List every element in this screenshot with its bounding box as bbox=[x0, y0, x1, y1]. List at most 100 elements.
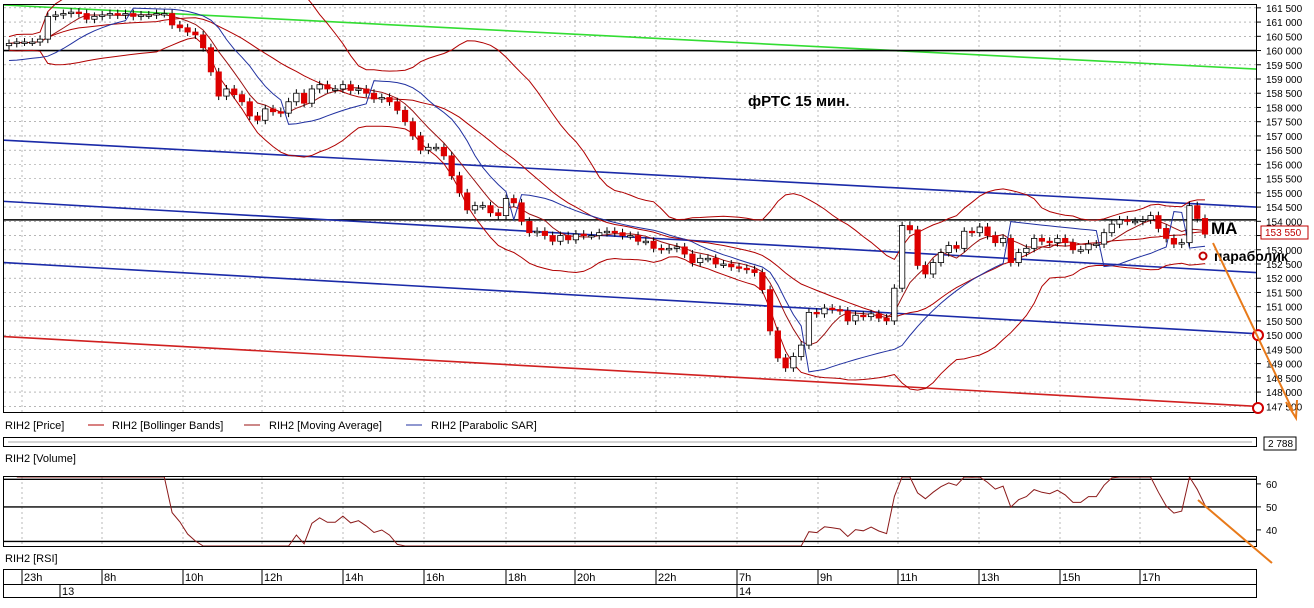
price-tick-label: 157 500 bbox=[1266, 118, 1303, 129]
candle-down bbox=[347, 84, 354, 91]
candle-down bbox=[1038, 237, 1046, 242]
candle-down bbox=[906, 225, 913, 231]
candle-up bbox=[1054, 237, 1061, 244]
price-tick-label: 158 500 bbox=[1266, 89, 1303, 100]
candle-up bbox=[1116, 219, 1123, 225]
candle-up bbox=[603, 230, 611, 234]
candle-down bbox=[836, 309, 844, 312]
candle-down bbox=[176, 24, 183, 29]
candle-down bbox=[681, 246, 688, 255]
candle-up bbox=[805, 311, 813, 346]
candle-up bbox=[976, 226, 983, 234]
rsi-levels bbox=[4, 478, 1256, 543]
price-tick-label: 151 000 bbox=[1266, 303, 1303, 314]
candle-down bbox=[448, 155, 455, 177]
candle-down bbox=[1062, 237, 1069, 244]
candle-down bbox=[409, 121, 416, 137]
candle-down bbox=[565, 235, 572, 241]
candle-down bbox=[968, 230, 976, 234]
candle-down bbox=[184, 27, 191, 33]
time-tick-label: 18h bbox=[508, 572, 526, 584]
date-tick-label: 13 bbox=[62, 586, 74, 598]
candle-down bbox=[215, 71, 222, 97]
candle-down bbox=[386, 97, 393, 103]
candle-down bbox=[363, 88, 370, 94]
candle-down bbox=[130, 13, 137, 17]
candle-up bbox=[930, 262, 937, 275]
candle-up bbox=[339, 84, 347, 90]
candle-down bbox=[619, 232, 626, 236]
rsi-axis: 60 50 40 bbox=[1256, 480, 1278, 537]
candle-up bbox=[5, 43, 13, 47]
candle-up bbox=[1031, 237, 1038, 249]
candle-up bbox=[425, 146, 432, 151]
candle-up bbox=[332, 88, 339, 91]
candle-down bbox=[914, 229, 921, 266]
last-price-label: 153 550 bbox=[1265, 228, 1302, 239]
candle-down bbox=[689, 253, 696, 263]
candle-down bbox=[464, 192, 471, 211]
time-tick-label: 17h bbox=[1142, 572, 1160, 584]
time-tick-label: 9h bbox=[820, 572, 832, 584]
candle-up bbox=[479, 205, 486, 208]
candle-up bbox=[999, 237, 1007, 244]
candle-down bbox=[487, 205, 494, 214]
candle-down bbox=[844, 310, 851, 322]
candle-down bbox=[246, 101, 253, 117]
candle-up bbox=[285, 101, 292, 114]
candle-down bbox=[992, 235, 999, 244]
time-tick-label: 23h bbox=[24, 572, 42, 584]
candle-up bbox=[1100, 232, 1108, 245]
candle-down bbox=[728, 263, 735, 268]
legend-ma: RIH2 [Moving Average] bbox=[269, 420, 382, 432]
candle-down bbox=[370, 92, 378, 100]
price-tick-label: 155 500 bbox=[1266, 175, 1303, 186]
time-tick-label: 13h bbox=[981, 572, 999, 584]
candle-down bbox=[1069, 242, 1077, 251]
time-tick-label: 10h bbox=[185, 572, 203, 584]
candle-up bbox=[316, 84, 323, 90]
candle-up bbox=[572, 233, 580, 241]
candle-down bbox=[650, 240, 657, 249]
candle-down bbox=[743, 267, 750, 271]
candle-down bbox=[634, 235, 642, 242]
candle-down bbox=[735, 266, 743, 269]
candle-up bbox=[21, 41, 28, 44]
candle-up bbox=[899, 225, 906, 289]
candle-up bbox=[945, 245, 952, 254]
candle-up bbox=[52, 14, 59, 17]
candle-up bbox=[1178, 242, 1185, 245]
candle-down bbox=[526, 220, 533, 234]
trendline-blue-channel-upper bbox=[3, 139, 1257, 208]
candle-down bbox=[766, 289, 774, 332]
candle-down bbox=[495, 212, 502, 217]
candle-down bbox=[401, 109, 409, 123]
price-grid bbox=[4, 5, 1256, 412]
candle-down bbox=[114, 13, 121, 16]
last-price-box bbox=[1260, 225, 1309, 240]
price-tick-label: 156 000 bbox=[1266, 160, 1303, 171]
candle-up bbox=[891, 287, 898, 322]
candle-up bbox=[1015, 252, 1022, 263]
candle-down bbox=[712, 257, 719, 265]
candle-up bbox=[145, 14, 152, 17]
candle-down bbox=[580, 233, 587, 237]
price-drawn-lines bbox=[3, 4, 1257, 408]
price-tick-label: 149 500 bbox=[1266, 345, 1303, 356]
candle-down bbox=[269, 108, 277, 113]
candle-up bbox=[223, 88, 230, 97]
candle-down bbox=[324, 84, 331, 90]
candle-up bbox=[44, 15, 51, 40]
price-tick-label: 150 000 bbox=[1266, 331, 1303, 342]
candle-up bbox=[1108, 223, 1115, 234]
rsi-tick-label: 50 bbox=[1266, 503, 1278, 514]
bollinger-upper bbox=[8, 0, 1205, 261]
price-tick-label: 161 000 bbox=[1266, 18, 1303, 29]
candle-down bbox=[1155, 215, 1162, 229]
candle-down bbox=[192, 31, 199, 36]
candle-down bbox=[1124, 219, 1131, 222]
trendline-blue-channel-lower bbox=[3, 261, 1257, 335]
candle-down bbox=[883, 317, 890, 322]
candle-down bbox=[1170, 237, 1178, 245]
candle-up bbox=[1132, 220, 1139, 224]
